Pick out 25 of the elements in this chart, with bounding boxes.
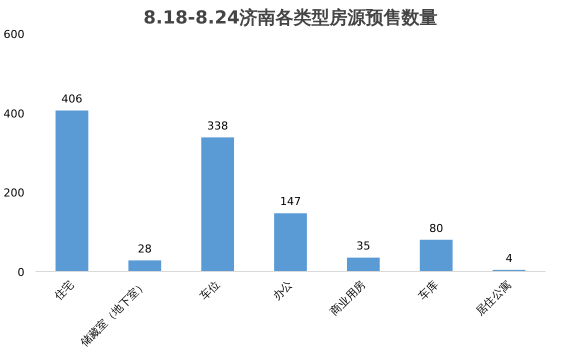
y-tick-label: 600 <box>4 28 25 41</box>
bar <box>128 260 162 272</box>
x-tick-label: 住宅 <box>52 278 77 303</box>
data-label: 338 <box>207 119 228 132</box>
bar <box>56 110 88 272</box>
y-tick-label: 400 <box>4 107 25 120</box>
chart-title: 8.18-8.24济南各类型房源预售数量 <box>143 8 438 28</box>
x-tick-label: 车库 <box>416 278 441 303</box>
x-tick-label: 办公 <box>270 278 296 303</box>
bar <box>346 258 380 272</box>
data-label: 406 <box>61 92 82 106</box>
x-tick-label: 储藏室（地下室） <box>78 278 150 350</box>
data-label: 147 <box>280 195 301 208</box>
data-label: 4 <box>506 252 513 265</box>
y-tick-label: 200 <box>4 186 25 200</box>
bar <box>420 240 453 272</box>
x-tick-label: 商业用房 <box>328 278 368 318</box>
bar <box>274 213 307 272</box>
data-label: 28 <box>138 242 152 256</box>
data-label: 35 <box>356 240 370 253</box>
x-tick-label: 居住公寓 <box>473 278 514 318</box>
bar <box>201 137 234 272</box>
y-tick-label: 0 <box>18 266 24 279</box>
x-tick-label: 车位 <box>197 278 222 303</box>
data-label: 80 <box>429 222 444 235</box>
